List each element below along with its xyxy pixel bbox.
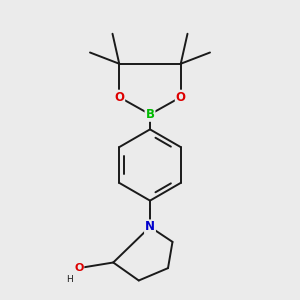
- Text: O: O: [74, 263, 83, 273]
- Text: H: H: [66, 275, 73, 284]
- Text: O: O: [176, 91, 186, 103]
- Text: O: O: [114, 91, 124, 103]
- Text: N: N: [145, 220, 155, 233]
- Text: B: B: [146, 108, 154, 121]
